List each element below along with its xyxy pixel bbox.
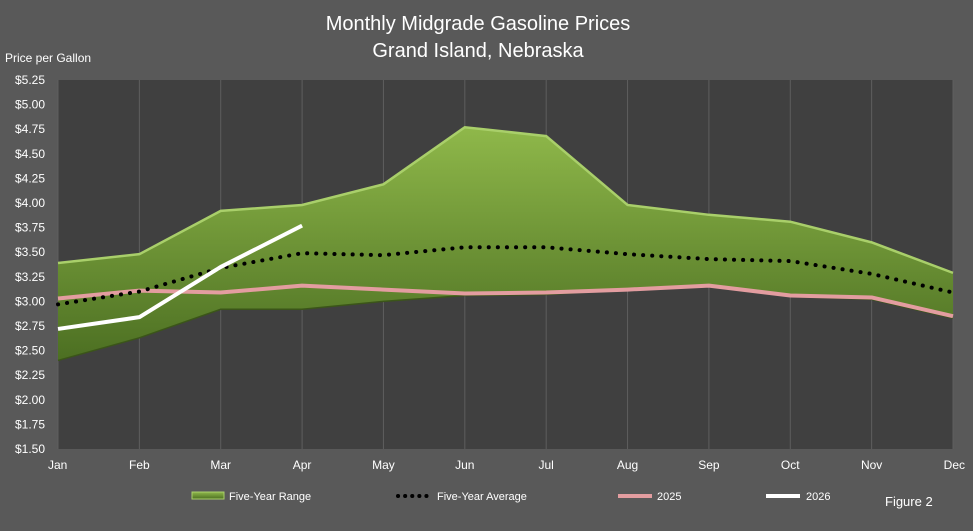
y-tick-label: $3.50 bbox=[15, 245, 45, 259]
x-tick-label: Feb bbox=[129, 458, 150, 472]
five-year-range-area bbox=[58, 127, 953, 361]
y-tick-labels: $1.50 $1.75 $2.00 $2.25 $2.50 $2.75 $3.00 $3.25… bbox=[15, 73, 45, 456]
x-tick-label: Aug bbox=[617, 458, 638, 472]
x-tick-label: Nov bbox=[861, 458, 882, 472]
x-tick-label: Jun bbox=[455, 458, 474, 472]
y-tick-label: $1.75 bbox=[15, 417, 45, 431]
x-tick-label: Jan bbox=[48, 458, 67, 472]
x-tick-label: Oct bbox=[781, 458, 800, 472]
y-tick-label: $4.00 bbox=[15, 196, 45, 210]
y-tick-label: $2.25 bbox=[15, 368, 45, 382]
x-tick-label: May bbox=[372, 458, 395, 472]
five-year-range-high-edge bbox=[57, 125, 954, 275]
x-tick-label: Dec bbox=[944, 458, 965, 472]
y-tick-label: $5.00 bbox=[15, 98, 45, 112]
y-tick-label: $2.00 bbox=[15, 393, 45, 407]
legend-label-2025: 2025 bbox=[657, 491, 681, 503]
legend-label-2026: 2026 bbox=[806, 491, 830, 503]
y-tick-label: $2.50 bbox=[15, 344, 45, 358]
x-tick-label: Apr bbox=[293, 458, 312, 472]
legend-swatch-five-year-range bbox=[191, 491, 225, 500]
figure-label: Figure 2 bbox=[885, 494, 933, 509]
x-tick-label: Jul bbox=[539, 458, 554, 472]
legend: Five-Year Range Five-Year Average 2025 2026 bbox=[191, 491, 830, 503]
legend-label-five-year-range: Five-Year Range bbox=[229, 491, 311, 503]
y-axis-label: Price per Gallon bbox=[5, 51, 91, 65]
series-line-five-year-average bbox=[56, 245, 955, 307]
y-tick-label: $4.75 bbox=[15, 122, 45, 136]
y-tick-label: $5.25 bbox=[15, 73, 45, 87]
series-line-2025 bbox=[57, 283, 954, 319]
x-tick-label: Sep bbox=[698, 458, 720, 472]
y-tick-label: $3.25 bbox=[15, 270, 45, 284]
y-tick-label: $3.00 bbox=[15, 294, 45, 308]
y-tick-label: $3.75 bbox=[15, 221, 45, 235]
legend-label-five-year-average: Five-Year Average bbox=[437, 491, 527, 503]
y-tick-label: $1.50 bbox=[15, 442, 45, 456]
chart-title-line-2: Grand Island, Nebraska bbox=[372, 40, 584, 62]
series-line-2026 bbox=[57, 223, 303, 331]
y-tick-label: $4.50 bbox=[15, 147, 45, 161]
y-tick-label: $2.75 bbox=[15, 319, 45, 333]
chart-title-line-1: Monthly Midgrade Gasoline Prices bbox=[326, 13, 631, 35]
series-layer bbox=[56, 223, 955, 331]
x-tick-labels: Jan Feb Mar Apr May Jun Jul Aug Sep Oct Nov Dec bbox=[48, 458, 965, 472]
y-tick-label: $4.25 bbox=[15, 171, 45, 185]
x-tick-label: Mar bbox=[210, 458, 231, 472]
